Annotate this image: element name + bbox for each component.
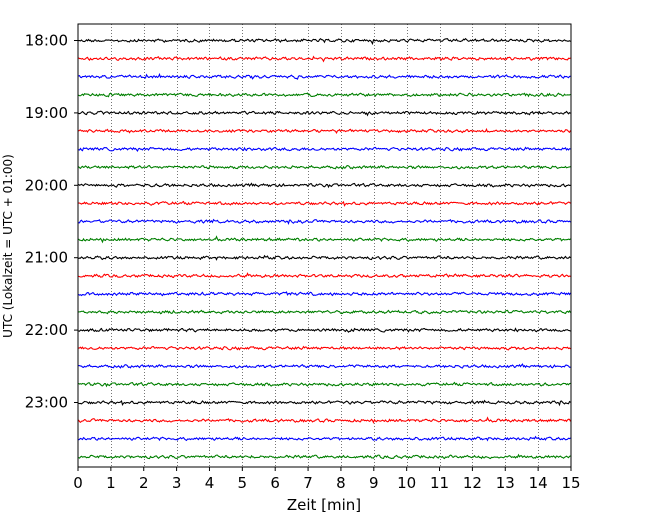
trace-1915 <box>78 127 571 135</box>
trace-2215 <box>78 345 571 351</box>
trace-2230 <box>78 363 571 369</box>
trace-1900 <box>78 110 571 117</box>
trace-2000 <box>78 182 571 189</box>
x-axis: 0 1 2 3 4 5 6 7 8 9 10 11 12 13 14 15 <box>73 467 581 492</box>
trace-2200 <box>78 327 571 333</box>
x-tick-label: 6 <box>270 474 280 492</box>
trace-2015 <box>78 200 571 207</box>
trace-2130 <box>78 291 571 297</box>
x-tick-label: 13 <box>496 474 515 492</box>
trace-1930 <box>78 146 571 153</box>
y-tick-label: 22:00 <box>25 321 68 339</box>
x-axis-label: Zeit [min] <box>287 496 361 514</box>
x-tick-label: 12 <box>463 474 482 492</box>
x-tick-label: 3 <box>172 474 182 492</box>
x-tick-label: 15 <box>561 474 580 492</box>
trace-1815 <box>78 55 571 63</box>
x-tick-label: 2 <box>139 474 149 492</box>
x-tick-label: 8 <box>336 474 346 492</box>
trace-2145 <box>78 309 571 315</box>
y-axis-label: UTC (Lokalzeit = UTC + 01:00) <box>1 154 15 338</box>
y-tick-label: 20:00 <box>25 176 68 194</box>
y-tick-label: 19:00 <box>25 104 68 122</box>
trace-2315 <box>78 416 571 424</box>
x-tick-label: 14 <box>529 474 548 492</box>
trace-2300 <box>78 399 571 407</box>
trace-2330 <box>78 435 571 442</box>
trace-1945 <box>78 164 571 170</box>
trace-2345 <box>78 453 571 460</box>
y-axis: 18:00 19:00 20:00 21:00 22:00 23:00 <box>25 32 78 412</box>
x-tick-label: 10 <box>397 474 416 492</box>
trace-1800 <box>78 37 571 46</box>
x-tick-label: 4 <box>205 474 215 492</box>
x-tick-label: 1 <box>106 474 116 492</box>
trace-2245 <box>78 381 571 388</box>
trace-2030 <box>78 218 571 225</box>
x-tick-label: 0 <box>73 474 83 492</box>
trace-1830 <box>78 72 571 80</box>
trace-layer <box>78 37 571 460</box>
y-tick-label: 18:00 <box>25 32 68 50</box>
trace-1845 <box>78 92 571 98</box>
plot-frame <box>77 23 572 468</box>
grid-lines <box>111 24 539 467</box>
y-tick-label: 23:00 <box>25 394 68 412</box>
x-tick-label: 5 <box>238 474 248 492</box>
trace-2115 <box>78 272 571 279</box>
trace-2100 <box>78 254 571 261</box>
trace-2045 <box>78 235 571 244</box>
x-tick-label: 11 <box>430 474 449 492</box>
x-tick-label: 7 <box>303 474 313 492</box>
y-tick-label: 21:00 <box>25 249 68 267</box>
x-tick-label: 9 <box>369 474 379 492</box>
